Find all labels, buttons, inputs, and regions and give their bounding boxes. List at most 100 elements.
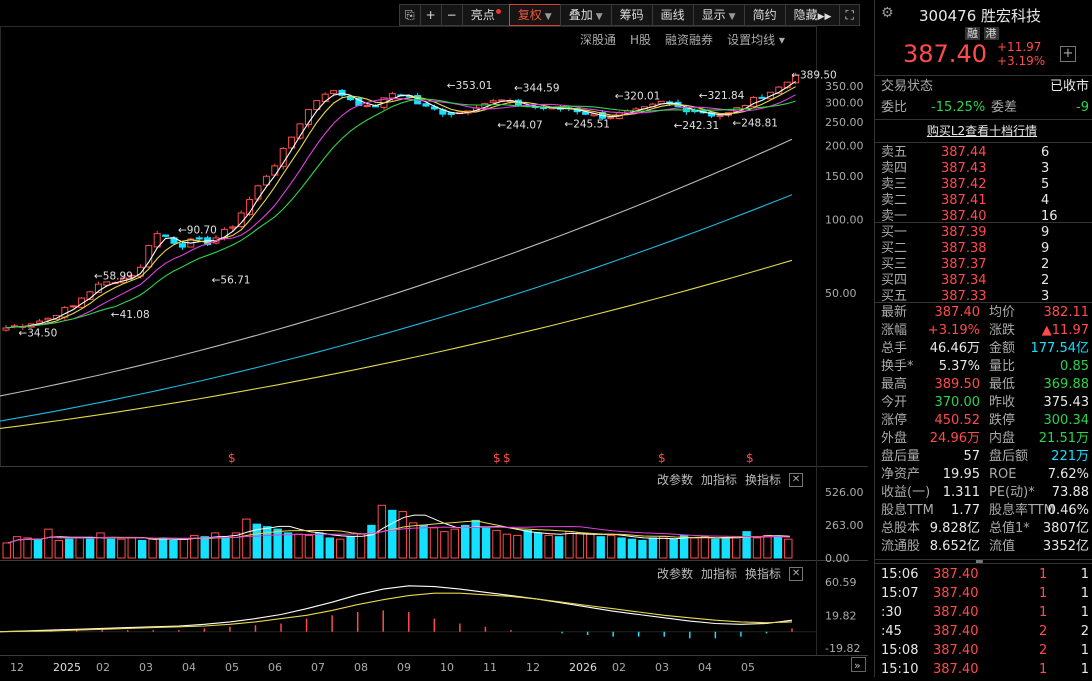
volume-bar [356,533,366,559]
stat-label: 均价 [989,305,1016,320]
tick-row: :30 387.40 1 1 [875,604,1089,622]
sz-connect-link[interactable]: 深股通 [580,33,617,47]
stat-row: 涨停 450.52 跌停 300.34 [875,412,1089,430]
ask-label: 卖四 [881,161,908,176]
candle-body [78,297,86,308]
overlay-button[interactable]: 叠加 ▼ [559,4,612,26]
volume-bar [429,527,439,559]
chips-button[interactable]: 筹码 [610,4,653,26]
highlight-button[interactable]: 亮点 [461,4,510,26]
bid-row[interactable]: 买三 387.37 2 [875,256,1089,274]
ask-row[interactable]: 卖五 387.44 6 [875,144,1089,162]
volume-bar [23,537,32,559]
add-watchlist-icon[interactable]: + [1060,46,1076,62]
display-button[interactable]: 显示 ▼ [692,4,745,26]
stat-label: 盘后额 [989,449,1029,464]
stat-label: 盘后量 [881,449,921,464]
stat-label: PE(动)* [989,485,1035,500]
tick-row: :45 387.40 2 2 [875,623,1089,641]
volume-bar [627,538,637,559]
candle-body [254,185,262,200]
ask-row[interactable]: 卖二 387.41 4 [875,192,1089,210]
adjust-button[interactable]: 复权 ▼ [508,4,561,26]
stat-label: 金额 [989,341,1016,356]
tick-volume: 1 [1039,586,1048,601]
bid-volume: 3 [1041,289,1050,304]
stat-value: 0.85 [1060,359,1089,374]
volume-bar [304,534,314,559]
tick-price: 387.40 [933,567,979,582]
chevron-down-icon[interactable]: ▬ [975,557,984,567]
switch-indicator-button[interactable]: 换指标 [745,567,782,581]
candle-body [52,315,60,320]
refresh-icon[interactable]: ⎘ [399,4,421,26]
tick-row: 15:06 387.40 1 1 [875,566,1089,584]
change-params-button[interactable]: 改参数 [657,473,694,487]
bid-row[interactable]: 买一 387.39 9 [875,224,1089,242]
volume-bar [398,511,407,559]
kline-chart-svg[interactable]: 50.00100.00150.00200.00250.00300.00350.0… [0,0,868,677]
switch-indicator-button[interactable]: 换指标 [745,473,782,487]
add-indicator-button[interactable]: 加指标 [701,473,738,487]
stat-label: 跌停 [989,413,1016,428]
tick-price: 387.40 [933,643,979,658]
l2-purchase-link[interactable]: 购买L2查看十档行情 [926,124,1038,138]
change-params-button[interactable]: 改参数 [657,567,694,581]
status-row: 交易状态 已收市 [881,79,1089,94]
volume-bar [742,531,751,559]
close-icon[interactable]: ✕ [789,472,804,487]
candle-body [2,327,10,331]
tick-price: 387.40 [933,605,979,620]
volume-bar [179,538,189,559]
volume-bar [315,532,324,559]
add-indicator-button[interactable]: 加指标 [701,567,738,581]
margin-link[interactable]: 融资融券 [665,33,714,47]
x-tick-label: 10 [440,661,454,674]
ask-price: 387.44 [941,145,987,160]
tick-count: 1 [1080,662,1089,677]
bid-volume: 9 [1041,225,1050,240]
ask-volume: 16 [1041,209,1058,224]
volume-bar [721,537,730,559]
stat-label: 股息率TTM [989,503,1055,518]
tick-volume: 1 [1039,662,1048,677]
stat-label: 股息TTM [881,503,934,518]
volume-bar [596,536,605,559]
stat-value: 387.40 [934,305,981,320]
fullscreen-icon[interactable]: ⛶ [839,4,860,26]
h-share-link[interactable]: H股 [630,33,652,47]
ma-settings-link[interactable]: 设置均线 ▾ [727,33,785,47]
volume-bar [54,539,64,559]
gear-icon[interactable]: ⚙ [881,5,894,21]
plus-icon[interactable]: + [419,4,442,26]
bid-row[interactable]: 买五 387.33 3 [875,288,1089,306]
x-tick-label: 09 [397,661,411,674]
minus-icon[interactable]: − [440,4,463,26]
x-tick-label: 04 [698,661,712,674]
volume-bar [106,538,116,559]
ask-row[interactable]: 卖三 387.42 5 [875,176,1089,194]
tick-volume: 2 [1039,624,1048,639]
price-tick-label: 100.00 [825,213,864,226]
bid-row[interactable]: 买四 387.34 2 [875,272,1089,290]
volume-bar [273,528,282,559]
draw-line-button[interactable]: 画线 [651,4,694,26]
ask-row[interactable]: 卖四 387.43 3 [875,160,1089,178]
simple-button[interactable]: 简约 [743,4,786,26]
stat-row: 收益(一) 1.311 PE(动)* 73.88 [875,484,1089,502]
stat-value: 177.54亿 [1030,341,1090,356]
stat-value: +3.19% [927,323,980,338]
volume-bar [221,537,230,559]
kline-chart-area[interactable]: 50.00 100.00 150.00 200.00 250.00 300.00 350.0… [0,0,868,677]
stat-value: 221万 [1051,449,1089,464]
dividend-marker: $ [503,451,511,465]
tick-time: 15:06 [881,567,919,582]
ask-row[interactable]: 卖一 387.40 16 [875,208,1089,226]
tick-count: 1 [1080,586,1089,601]
volume-bar [367,524,376,559]
hide-button[interactable]: 隐藏▶▶ [784,4,841,26]
stat-value: 24.96万 [929,431,980,446]
close-icon[interactable]: ✕ [789,566,804,581]
volume-bar [617,537,626,559]
bid-row[interactable]: 买二 387.38 9 [875,240,1089,258]
